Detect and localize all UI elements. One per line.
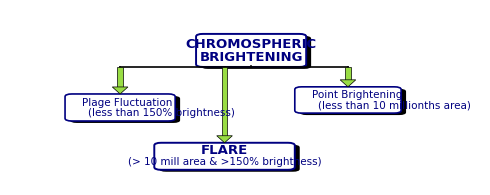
Polygon shape <box>112 87 128 94</box>
Text: CHROMOSPHERIC: CHROMOSPHERIC <box>186 38 317 51</box>
Text: BRIGHTENING: BRIGHTENING <box>199 51 303 64</box>
Polygon shape <box>340 80 356 87</box>
FancyBboxPatch shape <box>70 96 180 123</box>
Polygon shape <box>217 136 232 143</box>
Text: (less than 150% brightness): (less than 150% brightness) <box>88 108 235 118</box>
FancyBboxPatch shape <box>196 34 306 67</box>
FancyBboxPatch shape <box>300 89 406 115</box>
Polygon shape <box>345 67 351 80</box>
FancyBboxPatch shape <box>154 143 295 170</box>
Text: (less than 10 millionths area): (less than 10 millionths area) <box>318 100 470 110</box>
FancyBboxPatch shape <box>65 94 175 121</box>
FancyBboxPatch shape <box>201 36 311 69</box>
Text: Plage Fluctuation: Plage Fluctuation <box>82 98 172 108</box>
Text: FLARE: FLARE <box>201 144 248 157</box>
Text: (> 10 mill area & >150% brightness): (> 10 mill area & >150% brightness) <box>128 157 321 167</box>
FancyBboxPatch shape <box>159 145 300 172</box>
Text: Point Brightening: Point Brightening <box>312 90 402 100</box>
Polygon shape <box>117 67 123 87</box>
FancyBboxPatch shape <box>295 87 401 113</box>
Polygon shape <box>221 67 227 136</box>
